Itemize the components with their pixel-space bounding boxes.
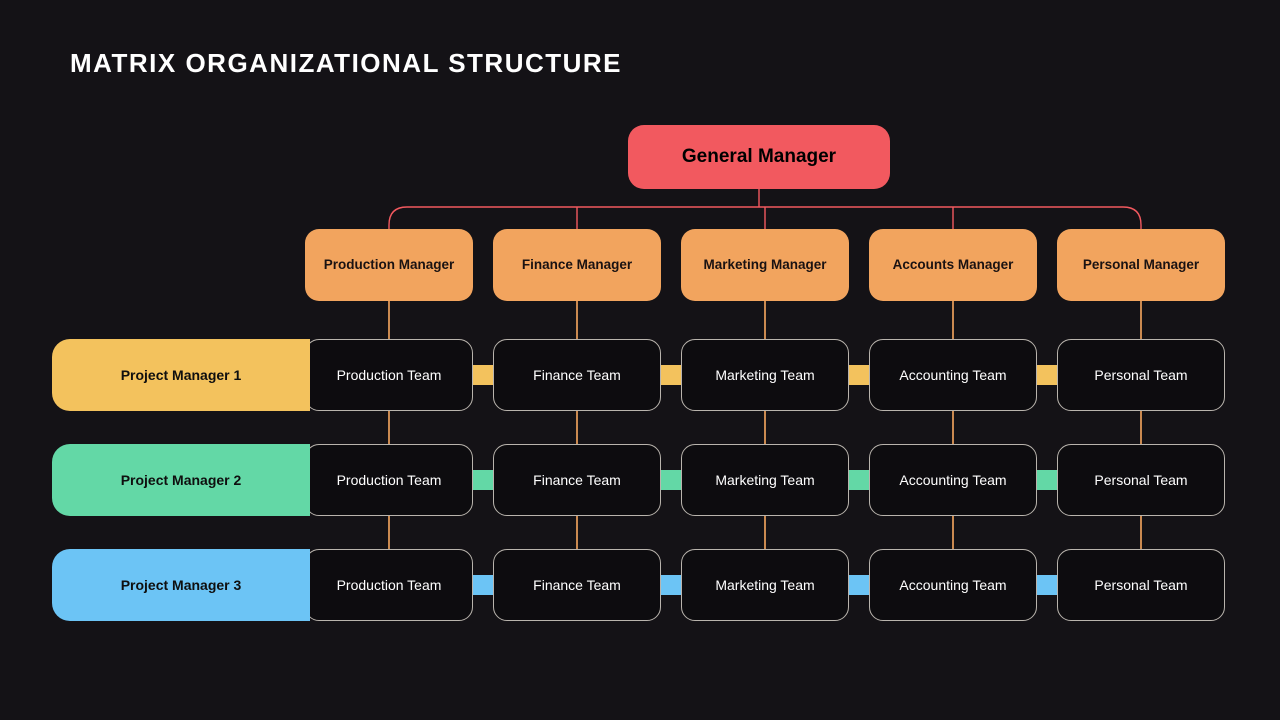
- team-cell-r2-c3: Accounting Team: [869, 549, 1037, 621]
- team-cell-r0-c4: Personal Team: [1057, 339, 1225, 411]
- general-manager-box: General Manager: [628, 125, 890, 189]
- functional-manager-2: Marketing Manager: [681, 229, 849, 301]
- team-cell-r2-c4: Personal Team: [1057, 549, 1225, 621]
- team-cell-r2-c1: Finance Team: [493, 549, 661, 621]
- team-cell-r1-c1: Finance Team: [493, 444, 661, 516]
- project-manager-1: Project Manager 2: [52, 444, 310, 516]
- functional-manager-4: Personal Manager: [1057, 229, 1225, 301]
- team-cell-r0-c1: Finance Team: [493, 339, 661, 411]
- team-cell-r0-c0: Production Team: [305, 339, 473, 411]
- team-cell-r1-c3: Accounting Team: [869, 444, 1037, 516]
- team-cell-r1-c0: Production Team: [305, 444, 473, 516]
- diagram-stage: General Manager Production Manager Finance…: [0, 0, 1280, 720]
- functional-manager-3: Accounts Manager: [869, 229, 1037, 301]
- project-manager-0: Project Manager 1: [52, 339, 310, 411]
- functional-manager-0: Production Manager: [305, 229, 473, 301]
- team-cell-r2-c0: Production Team: [305, 549, 473, 621]
- team-cell-r2-c2: Marketing Team: [681, 549, 849, 621]
- team-cell-r1-c2: Marketing Team: [681, 444, 849, 516]
- team-cell-r1-c4: Personal Team: [1057, 444, 1225, 516]
- team-cell-r0-c2: Marketing Team: [681, 339, 849, 411]
- team-cell-r0-c3: Accounting Team: [869, 339, 1037, 411]
- project-manager-2: Project Manager 3: [52, 549, 310, 621]
- functional-manager-1: Finance Manager: [493, 229, 661, 301]
